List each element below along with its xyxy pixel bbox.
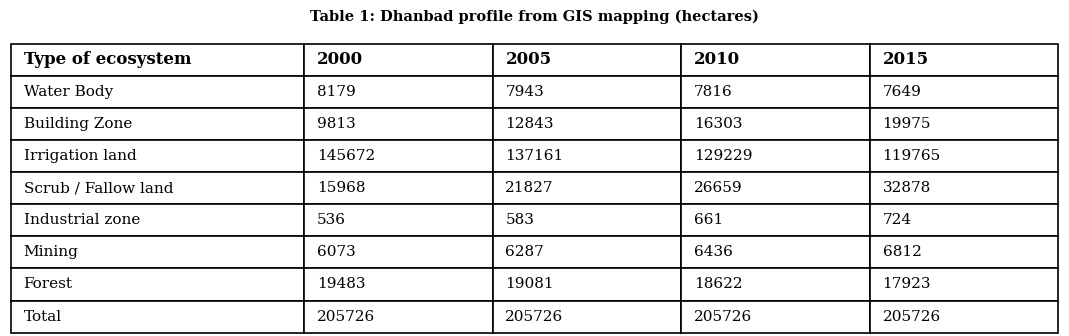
Text: 6287: 6287 bbox=[506, 245, 544, 259]
Text: 2000: 2000 bbox=[316, 51, 363, 68]
Bar bbox=[870, 300, 1058, 333]
Text: 205726: 205726 bbox=[694, 309, 753, 324]
Text: 6812: 6812 bbox=[883, 245, 921, 259]
Text: 16303: 16303 bbox=[694, 117, 743, 131]
Text: 17923: 17923 bbox=[883, 278, 931, 291]
Bar bbox=[681, 300, 870, 333]
Text: 724: 724 bbox=[883, 213, 912, 227]
Bar bbox=[681, 44, 870, 76]
Bar bbox=[870, 236, 1058, 268]
Bar bbox=[493, 268, 681, 300]
Bar bbox=[493, 172, 681, 204]
Text: 18622: 18622 bbox=[694, 278, 743, 291]
Bar bbox=[870, 44, 1058, 76]
Text: Mining: Mining bbox=[24, 245, 78, 259]
Bar bbox=[681, 108, 870, 140]
Bar bbox=[304, 76, 493, 108]
Bar bbox=[493, 140, 681, 172]
Text: 32878: 32878 bbox=[883, 181, 931, 195]
Text: Industrial zone: Industrial zone bbox=[24, 213, 140, 227]
Bar bbox=[304, 236, 493, 268]
Bar bbox=[304, 300, 493, 333]
Bar bbox=[493, 204, 681, 236]
Bar bbox=[493, 44, 681, 76]
Text: 12843: 12843 bbox=[506, 117, 554, 131]
Bar bbox=[304, 140, 493, 172]
Text: Building Zone: Building Zone bbox=[24, 117, 131, 131]
Bar bbox=[304, 108, 493, 140]
Text: 26659: 26659 bbox=[694, 181, 743, 195]
Bar bbox=[870, 268, 1058, 300]
Text: 19081: 19081 bbox=[506, 278, 554, 291]
Text: 205726: 205726 bbox=[506, 309, 563, 324]
Bar bbox=[870, 108, 1058, 140]
Text: Irrigation land: Irrigation land bbox=[24, 149, 136, 163]
Text: 2010: 2010 bbox=[694, 51, 740, 68]
Bar bbox=[11, 140, 304, 172]
Text: 205726: 205726 bbox=[316, 309, 375, 324]
Text: 7649: 7649 bbox=[883, 85, 921, 99]
Text: 9813: 9813 bbox=[316, 117, 356, 131]
Text: 2015: 2015 bbox=[883, 51, 929, 68]
Text: 145672: 145672 bbox=[316, 149, 375, 163]
Text: 661: 661 bbox=[694, 213, 724, 227]
Bar bbox=[870, 76, 1058, 108]
Text: 6436: 6436 bbox=[694, 245, 733, 259]
Bar bbox=[493, 76, 681, 108]
Text: Type of ecosystem: Type of ecosystem bbox=[24, 51, 191, 68]
Text: 7816: 7816 bbox=[694, 85, 732, 99]
Bar bbox=[304, 204, 493, 236]
Bar bbox=[304, 268, 493, 300]
Text: 15968: 15968 bbox=[316, 181, 366, 195]
Bar bbox=[11, 108, 304, 140]
Text: Scrub / Fallow land: Scrub / Fallow land bbox=[24, 181, 173, 195]
Bar bbox=[493, 300, 681, 333]
Text: 205726: 205726 bbox=[883, 309, 941, 324]
Text: 119765: 119765 bbox=[883, 149, 941, 163]
Bar bbox=[11, 44, 304, 76]
Text: 583: 583 bbox=[506, 213, 534, 227]
Text: Water Body: Water Body bbox=[24, 85, 112, 99]
Bar bbox=[11, 172, 304, 204]
Bar bbox=[11, 204, 304, 236]
Text: 2005: 2005 bbox=[506, 51, 552, 68]
Text: Forest: Forest bbox=[24, 278, 73, 291]
Bar bbox=[11, 76, 304, 108]
Text: 7943: 7943 bbox=[506, 85, 544, 99]
Bar bbox=[870, 140, 1058, 172]
Text: 8179: 8179 bbox=[316, 85, 356, 99]
Text: 137161: 137161 bbox=[506, 149, 563, 163]
Bar bbox=[681, 140, 870, 172]
Bar bbox=[870, 172, 1058, 204]
Text: Table 1: Dhanbad profile from GIS mapping (hectares): Table 1: Dhanbad profile from GIS mappin… bbox=[310, 10, 759, 25]
Text: 129229: 129229 bbox=[694, 149, 753, 163]
Bar bbox=[493, 236, 681, 268]
Bar bbox=[681, 76, 870, 108]
Bar bbox=[493, 108, 681, 140]
Bar bbox=[681, 268, 870, 300]
Bar bbox=[870, 204, 1058, 236]
Text: 6073: 6073 bbox=[316, 245, 356, 259]
Bar bbox=[11, 236, 304, 268]
Text: 19975: 19975 bbox=[883, 117, 931, 131]
Bar bbox=[11, 300, 304, 333]
Bar bbox=[681, 236, 870, 268]
Text: 19483: 19483 bbox=[316, 278, 366, 291]
Bar bbox=[681, 204, 870, 236]
Text: 21827: 21827 bbox=[506, 181, 554, 195]
Bar bbox=[11, 268, 304, 300]
Bar bbox=[304, 172, 493, 204]
Text: 536: 536 bbox=[316, 213, 346, 227]
Text: Total: Total bbox=[24, 309, 62, 324]
Bar bbox=[681, 172, 870, 204]
Bar bbox=[304, 44, 493, 76]
